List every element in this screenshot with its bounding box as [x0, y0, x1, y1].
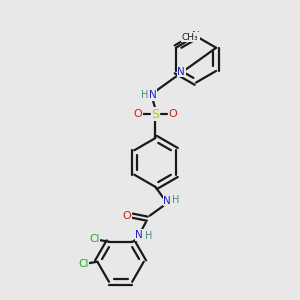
- Text: O: O: [123, 211, 131, 221]
- Text: CH₃: CH₃: [182, 33, 199, 42]
- Text: Cl: Cl: [89, 234, 100, 244]
- Text: H: H: [172, 195, 180, 205]
- Text: O: O: [168, 109, 177, 119]
- Text: O: O: [134, 109, 142, 119]
- Text: S: S: [151, 108, 159, 121]
- Text: N: N: [149, 90, 157, 100]
- Text: N: N: [164, 196, 171, 206]
- Text: H: H: [141, 90, 148, 100]
- Text: N: N: [178, 67, 185, 76]
- Text: N: N: [192, 31, 199, 40]
- Text: Cl: Cl: [78, 259, 88, 269]
- Text: H: H: [145, 232, 152, 242]
- Text: N: N: [135, 230, 143, 240]
